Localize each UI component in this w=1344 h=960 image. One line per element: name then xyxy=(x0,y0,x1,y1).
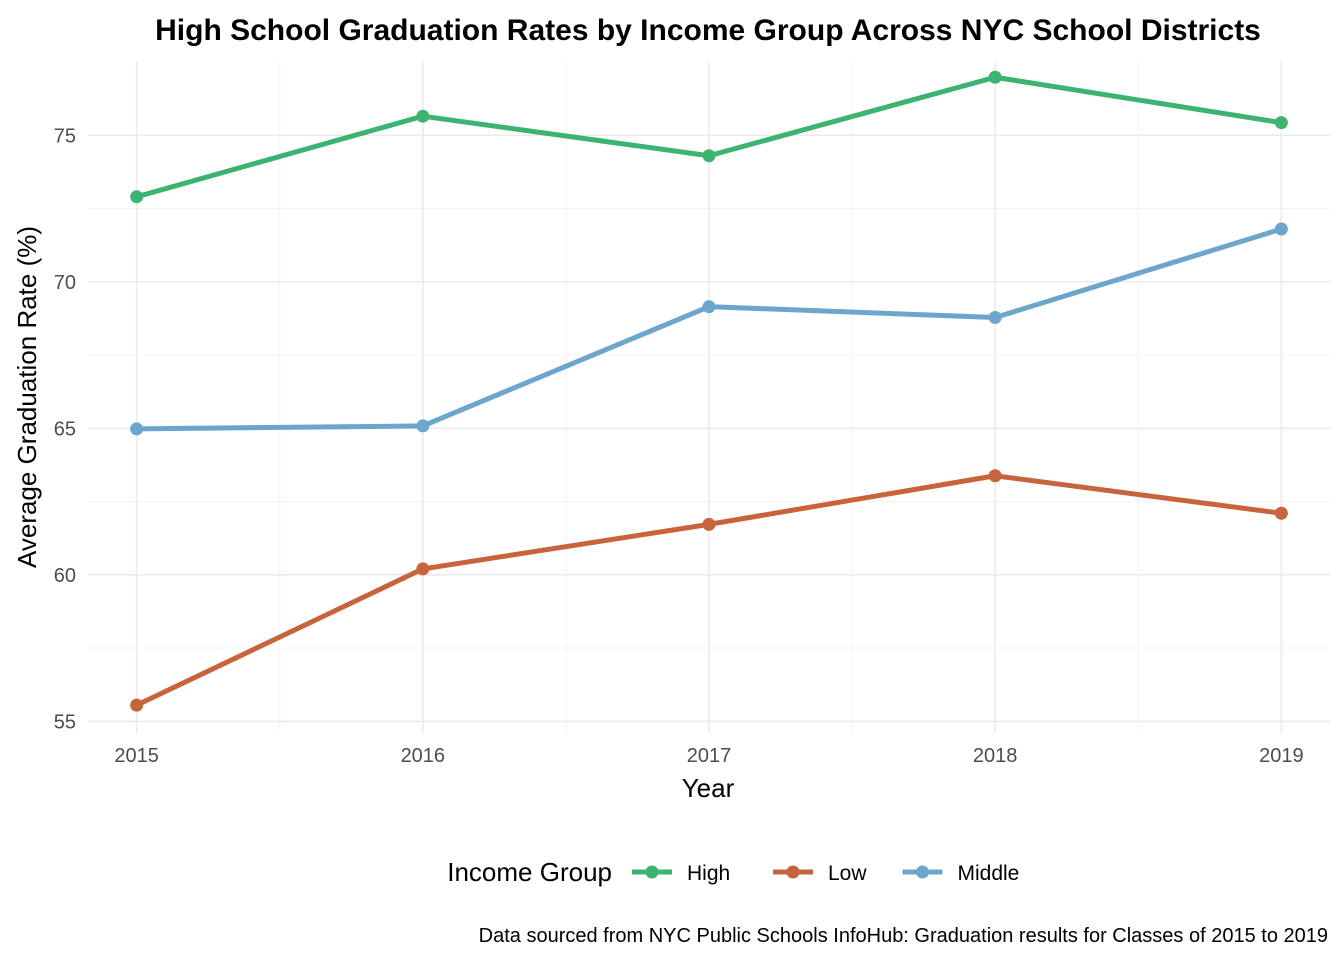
data-point-high xyxy=(1274,116,1288,130)
x-tick-label: 2019 xyxy=(1259,745,1304,767)
x-axis-ticks: 2015 2016 2017 2018 2019 xyxy=(114,745,1303,767)
x-tick-label: 2015 xyxy=(114,745,159,767)
data-point-low xyxy=(130,698,144,712)
chart-caption: Data sourced from NYC Public Schools Inf… xyxy=(479,925,1328,947)
y-tick-label: 60 xyxy=(54,565,76,587)
data-point-middle xyxy=(702,300,716,314)
data-point-high xyxy=(130,190,144,204)
data-point-high xyxy=(702,149,716,163)
data-point-high xyxy=(416,109,430,123)
data-point-middle xyxy=(416,419,430,433)
x-tick-label: 2017 xyxy=(687,745,732,767)
legend-item-low: Low xyxy=(773,862,867,885)
series-middle xyxy=(130,222,1288,436)
x-axis-title: Year xyxy=(682,773,735,803)
grid xyxy=(88,62,1330,733)
y-tick-label: 55 xyxy=(54,711,76,733)
data-point-high xyxy=(988,70,1002,84)
data-point-middle xyxy=(130,422,144,436)
data-point-middle xyxy=(988,311,1002,325)
y-tick-label: 75 xyxy=(54,125,76,147)
series-low xyxy=(130,469,1288,712)
legend-label-high: High xyxy=(687,862,730,885)
y-axis-ticks: 55 60 65 70 75 xyxy=(54,125,76,733)
legend-item-high: High xyxy=(632,862,730,885)
data-point-low xyxy=(1274,506,1288,520)
legend-label-middle: Middle xyxy=(958,862,1020,885)
legend-label-low: Low xyxy=(828,862,867,885)
legend-key-point-high xyxy=(645,865,659,879)
y-axis-title: Average Graduation Rate (%) xyxy=(12,226,42,568)
legend: Income Group High Low Middle xyxy=(447,857,1019,887)
y-tick-label: 65 xyxy=(54,418,76,440)
data-point-low xyxy=(416,562,430,576)
legend-key-point-low xyxy=(786,865,800,879)
legend-key-point-middle xyxy=(916,865,929,879)
data-point-low xyxy=(988,469,1002,483)
legend-title: Income Group xyxy=(447,857,612,887)
data-point-middle xyxy=(1274,222,1288,236)
chart-title: High School Graduation Rates by Income G… xyxy=(155,14,1261,47)
series-high xyxy=(130,70,1288,204)
y-tick-label: 70 xyxy=(54,272,76,294)
legend-item-middle: Middle xyxy=(902,862,1020,885)
data-point-low xyxy=(702,517,716,531)
x-tick-label: 2016 xyxy=(401,745,446,767)
x-tick-label: 2018 xyxy=(973,745,1018,767)
series-lines xyxy=(130,70,1288,712)
